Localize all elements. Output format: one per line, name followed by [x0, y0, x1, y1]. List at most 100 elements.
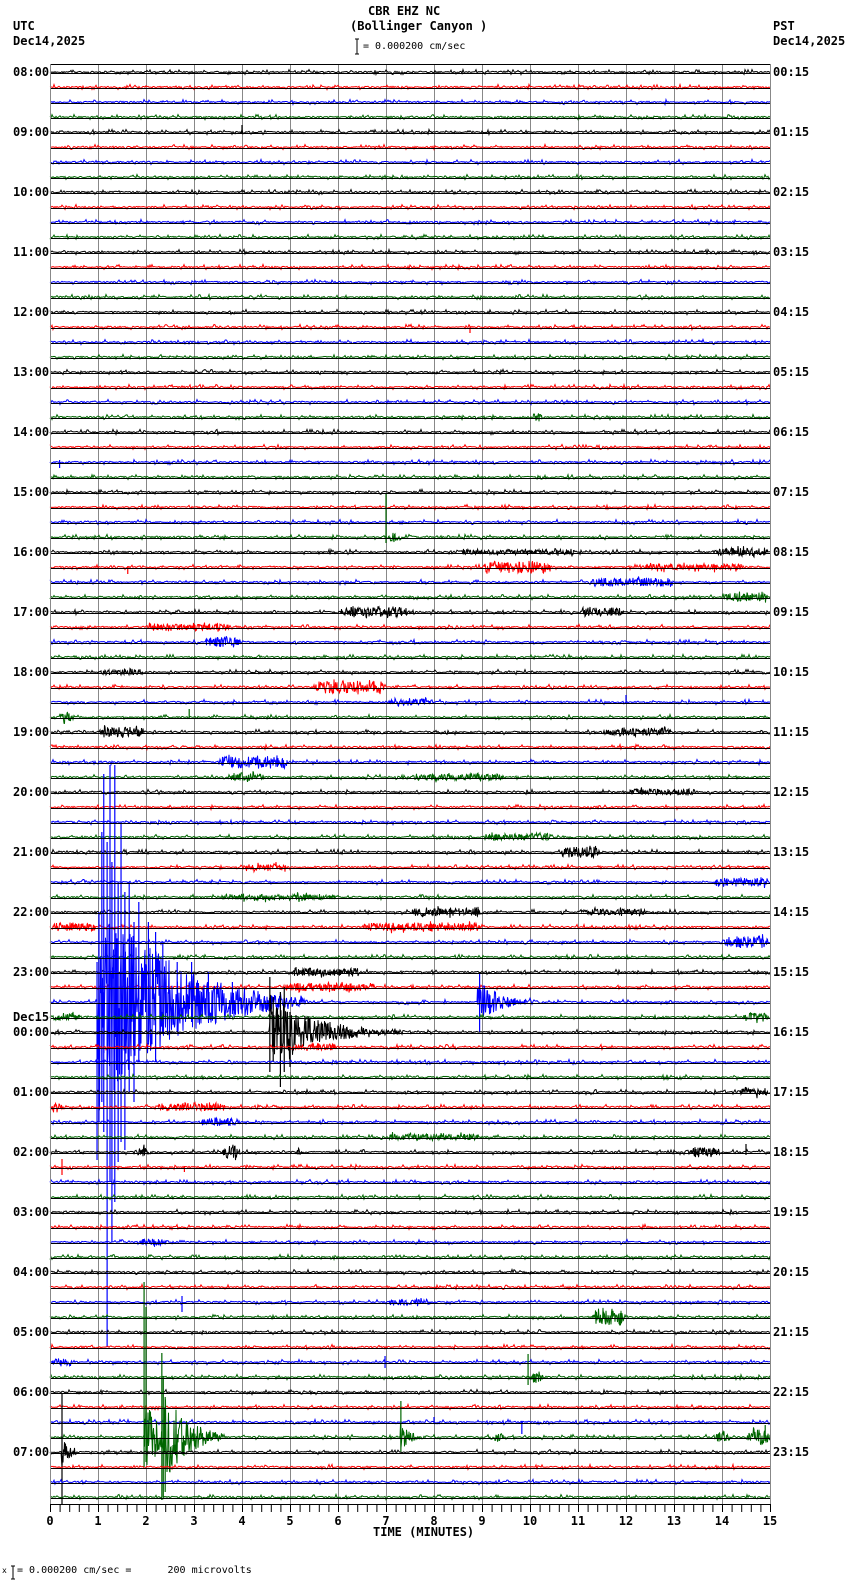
trace-row [49, 127, 771, 137]
pst-hour-label: 12:15 [773, 785, 810, 799]
pst-hour-label: 19:15 [773, 1205, 810, 1219]
trace-row [49, 787, 771, 796]
trace-row [49, 754, 771, 771]
trace-row [49, 892, 771, 903]
trace-row [49, 517, 771, 526]
trace-row [49, 1041, 770, 1052]
utc-hour-label: 08:00 [13, 65, 50, 79]
pst-hour-label: 10:15 [773, 665, 810, 679]
header-scale-text: = 0.000200 cm/sec [363, 41, 466, 52]
trace-row [49, 953, 771, 961]
trace-row [49, 546, 771, 559]
pst-hour-label: 08:15 [773, 545, 810, 559]
utc-hour-label: 07:00 [13, 1445, 50, 1459]
pst-hour-label: 22:15 [773, 1385, 810, 1399]
pst-hour-label: 00:15 [773, 65, 810, 79]
trace-row [49, 605, 771, 619]
x-tick-label: 10 [522, 1514, 538, 1528]
x-tick-label: 1 [94, 1514, 102, 1528]
trace-row [49, 1073, 771, 1082]
trace-row [49, 591, 771, 603]
trace-row [49, 278, 771, 286]
trace-row [49, 818, 771, 827]
trace-row [49, 1144, 771, 1161]
trace-row [49, 233, 771, 241]
trace-row [49, 803, 771, 812]
x-tick-label: 11 [570, 1514, 586, 1528]
utc-hour-label: 20:00 [13, 785, 50, 799]
footer-scale-text: = 0.000200 cm/sec = 200 microvolts [17, 1565, 252, 1576]
trace-row [49, 1307, 771, 1327]
trace-row [49, 173, 771, 181]
trace-row [49, 1267, 771, 1276]
x-tick-label: 7 [382, 1514, 390, 1528]
trace-row [49, 413, 771, 422]
x-tick-label: 13 [666, 1514, 682, 1528]
trace-row [49, 368, 771, 377]
pst-hour-label: 21:15 [773, 1325, 810, 1339]
trace-row [49, 994, 771, 1060]
trace-row [49, 1297, 771, 1307]
trace-row [49, 921, 771, 934]
utc-hour-label: 05:00 [13, 1325, 50, 1339]
trace-row [49, 1442, 771, 1467]
footer-scale-bar-icon [11, 1565, 15, 1580]
utc-hour-label: 06:00 [13, 1385, 50, 1399]
x-axis-ticks [50, 1504, 771, 1512]
trace-row [49, 1131, 771, 1143]
minute-grid [98, 64, 723, 1504]
trace-row [49, 679, 771, 695]
station-location: (Bollinger Canyon ) [350, 19, 488, 33]
trace-row [49, 862, 771, 874]
trace-row [49, 1358, 771, 1368]
trace-row [49, 725, 771, 739]
trace-row [49, 905, 771, 918]
utc-hour-label: 23:00 [13, 965, 50, 979]
trace-row [49, 1371, 771, 1383]
utc-hour-label: 09:00 [13, 125, 50, 139]
pst-hour-label: 16:15 [773, 1025, 810, 1039]
utc-hour-label: 04:00 [13, 1265, 50, 1279]
pst-hour-label: 17:15 [773, 1085, 810, 1099]
trace-baselines [50, 73, 770, 1499]
trace-row [49, 398, 771, 407]
trace-row [49, 188, 771, 196]
trace-row [49, 980, 771, 994]
trace-row [49, 113, 771, 122]
trace-row [49, 1462, 771, 1471]
trace-row [49, 1011, 771, 1024]
utc-hour-label: 17:00 [13, 605, 50, 619]
trace-row [49, 845, 771, 860]
pst-hour-label: 20:15 [773, 1265, 810, 1279]
trace-row [49, 382, 771, 391]
right-timezone: PST [773, 19, 795, 33]
utc-hour-label: 11:00 [13, 245, 50, 259]
left-date: Dec14,2025 [13, 34, 86, 48]
x-tick-label: 8 [430, 1514, 438, 1528]
trace-row [49, 472, 771, 481]
trace-row [49, 1402, 771, 1411]
trace-row [49, 667, 771, 677]
utc-hour-label: 15:00 [13, 485, 50, 499]
x-tick-label: 6 [334, 1514, 342, 1528]
trace-row [50, 97, 771, 107]
x-tick-label: 15 [762, 1514, 778, 1528]
utc-hour-label: 00:00 [13, 1025, 50, 1039]
utc-hour-label: 12:00 [13, 305, 50, 319]
pst-hour-label: 03:15 [773, 245, 810, 259]
trace-row [49, 503, 771, 511]
trace-row [49, 353, 771, 361]
trace-row [49, 458, 771, 467]
trace-row [49, 1177, 771, 1186]
trace-row [49, 934, 771, 949]
utc-hour-label: 14:00 [13, 425, 50, 439]
trace-row [49, 576, 771, 588]
pst-hour-label: 05:15 [773, 365, 810, 379]
pst-hour-label: 06:15 [773, 425, 810, 439]
right-date: Dec14,2025 [773, 34, 846, 48]
trace-row [49, 622, 771, 633]
utc-hour-label: 22:00 [13, 905, 50, 919]
utc-hour-label: 19:00 [13, 725, 50, 739]
